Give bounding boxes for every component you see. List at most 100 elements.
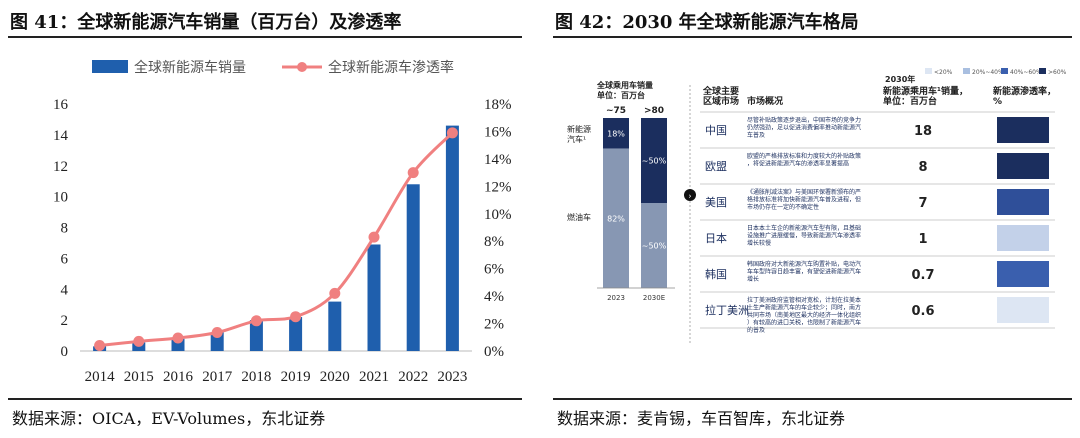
stack-legend-ice: 燃油车 — [567, 212, 591, 222]
row-sales-value: 8 — [918, 160, 927, 175]
right-figure-title: 图 42：2030 年全球新能源汽车格局 — [555, 12, 859, 33]
row-overview: 欧盟的严格排放标准和力度较大的补贴政策，将促进新能源汽车的渗透率显著提高 — [747, 152, 861, 168]
col-header-overview: 市场概况 — [747, 95, 783, 107]
bar-sales-2021 — [367, 244, 381, 351]
right-title-rule — [553, 36, 1072, 38]
y2-tick-label: 6% — [484, 262, 504, 278]
y2-tick-label: 0% — [484, 344, 504, 360]
bar-sales-2018 — [249, 320, 263, 351]
row-penetration-block — [997, 153, 1049, 179]
ev-sales-penetration-chart: 全球新能源车销量 全球新能源车渗透率 0 2 4 6 8 10 12 14 16 0% 2% 4% 6% 8%… — [53, 59, 512, 385]
y-tick-label: 4 — [61, 282, 69, 298]
row-overview: 韩国政府对大新能源汽车购置补贴，电动汽车车型阵容日趋丰富，有望促进新能源汽车增长 — [747, 260, 861, 283]
x-tick-label: 2017 — [202, 369, 233, 385]
divider-bullet — [684, 189, 696, 201]
x-tick-label: 2019 — [281, 369, 311, 385]
stack-total: >80 — [644, 106, 664, 116]
row-overview: 拉丁美洲政府监管相对宽松，计划在拉美本土生产新能源汽车的车企较少；同时，南方共同… — [747, 296, 861, 334]
stack-nev-share: 18% — [607, 129, 625, 138]
col-header-region: 全球主要区域市场 — [702, 85, 739, 107]
row-penetration-block — [997, 261, 1049, 287]
y-tick-label: 12 — [53, 159, 68, 175]
y2-tick-label: 4% — [484, 289, 504, 305]
x-tick-label: 2020 — [320, 369, 350, 385]
left-title-rule — [8, 36, 522, 38]
col-header-penetration: 新能源渗透率，% — [993, 85, 1056, 107]
row-region: 中国 — [705, 124, 727, 137]
x-tick-label: 2022 — [398, 369, 428, 385]
penetration-point-2015 — [133, 335, 145, 347]
y-tick-label: 14 — [53, 128, 69, 144]
nev-2030-landscape-infographic: 全球乘用车销量单位：百万台 18% 82% ~75 2023 ~50% ~50% >80 203… — [567, 68, 1067, 345]
y-tick-label: 6 — [61, 251, 69, 267]
col-header-sales: 新能源乘用车¹销量，单位：百万台 — [883, 85, 968, 107]
stack-bar-ice-2030E — [641, 203, 667, 288]
stack-nev-share: ~50% — [642, 157, 667, 166]
x-tick-label: 2016 — [163, 369, 194, 385]
pen-legend-label: >60% — [1048, 69, 1067, 76]
penetration-point-2022 — [407, 167, 419, 179]
right-source-note: 数据来源：麦肯锡，车百智库，东北证券 — [557, 409, 846, 428]
x-tick-label: 2014 — [85, 369, 116, 385]
stack-bar-ice-2023 — [603, 148, 629, 288]
x-tick-label: 2018 — [241, 369, 271, 385]
y-tick-label: 10 — [53, 190, 68, 206]
x-tick-label: 2021 — [359, 369, 389, 385]
row-penetration-block — [997, 117, 1049, 143]
stack-total: ~75 — [606, 106, 626, 116]
table-year-label: 2030年 — [885, 74, 915, 84]
row-sales-value: 18 — [914, 124, 932, 139]
x-tick-label: 2023 — [437, 369, 467, 385]
y2-tick-label: 18% — [484, 97, 512, 113]
penetration-point-2018 — [250, 315, 262, 327]
row-sales-value: 7 — [918, 196, 927, 211]
stack-category: 2023 — [607, 294, 625, 302]
penetration-point-2014 — [94, 340, 106, 352]
legend-swatch-penetration-marker — [297, 62, 307, 72]
row-region: 日本 — [705, 231, 727, 245]
legend-swatch-sales — [92, 60, 128, 73]
pen-legend-swatch — [1001, 68, 1008, 74]
bar-sales-2020 — [328, 301, 342, 351]
y2-tick-label: 10% — [484, 207, 512, 223]
pen-legend-label: 20%~40% — [972, 69, 1004, 76]
row-sales-value: 0.6 — [911, 304, 934, 319]
right-figure-panel: 图 42：2030 年全球新能源汽车格局 全球乘用车销量单位：百万台 18% 82%… — [545, 0, 1080, 438]
penetration-point-2016 — [172, 332, 184, 344]
penetration-line — [99, 131, 454, 348]
row-overview: 日本本土车企的新能源汽车型有限，且基础设施推广进展缓慢，导致新能源汽车渗透率增长… — [747, 224, 861, 247]
stack-ice-share: 82% — [607, 214, 625, 223]
stack-bar-nev-2023 — [603, 118, 629, 149]
row-penetration-block — [997, 297, 1049, 323]
y-tick-label: 8 — [61, 221, 69, 237]
legend-label-sales: 全球新能源车销量 — [134, 59, 246, 76]
penetration-point-2023 — [446, 127, 458, 139]
stack-ice-share: ~50% — [642, 242, 667, 251]
row-overview: 《通胀削减法案》与美国环保署新颁布的严格排放标准将加快新能源汽车普及进程，但市场… — [747, 188, 861, 211]
left-source-note: 数据来源：OICA，EV-Volumes，东北证券 — [12, 409, 326, 428]
right-source-rule — [553, 398, 1072, 400]
row-region: 拉丁美洲 — [705, 303, 749, 317]
row-sales-value: 0.7 — [911, 268, 934, 283]
y2-tick-label: 16% — [484, 124, 512, 140]
y-tick-label: 0 — [61, 344, 69, 360]
row-region: 欧盟 — [705, 160, 727, 173]
pen-legend-swatch — [1039, 68, 1046, 74]
pen-legend-swatch — [925, 68, 932, 74]
row-region: 韩国 — [705, 267, 727, 281]
stack-bar-nev-2030E — [641, 118, 667, 203]
y-tick-label: 2 — [61, 313, 69, 329]
row-penetration-block — [997, 225, 1049, 251]
divider-arrow-icon: › — [688, 192, 691, 201]
stack-legend-nev: 新能源汽车¹ — [567, 124, 591, 144]
penetration-point-2020 — [329, 287, 341, 299]
y-tick-label: 16 — [53, 97, 69, 113]
row-region: 美国 — [705, 196, 727, 209]
left-figure-panel: 图 41：全球新能源汽车销量（百万台）及渗透率 全球新能源车销量 全球新能源车渗透… — [0, 0, 530, 438]
stack-category: 2030E — [643, 294, 665, 302]
penetration-point-2021 — [368, 231, 380, 243]
y2-tick-label: 12% — [484, 179, 512, 195]
row-sales-value: 1 — [918, 232, 927, 247]
bar-sales-2023 — [445, 125, 459, 351]
penetration-point-2019 — [290, 311, 302, 323]
